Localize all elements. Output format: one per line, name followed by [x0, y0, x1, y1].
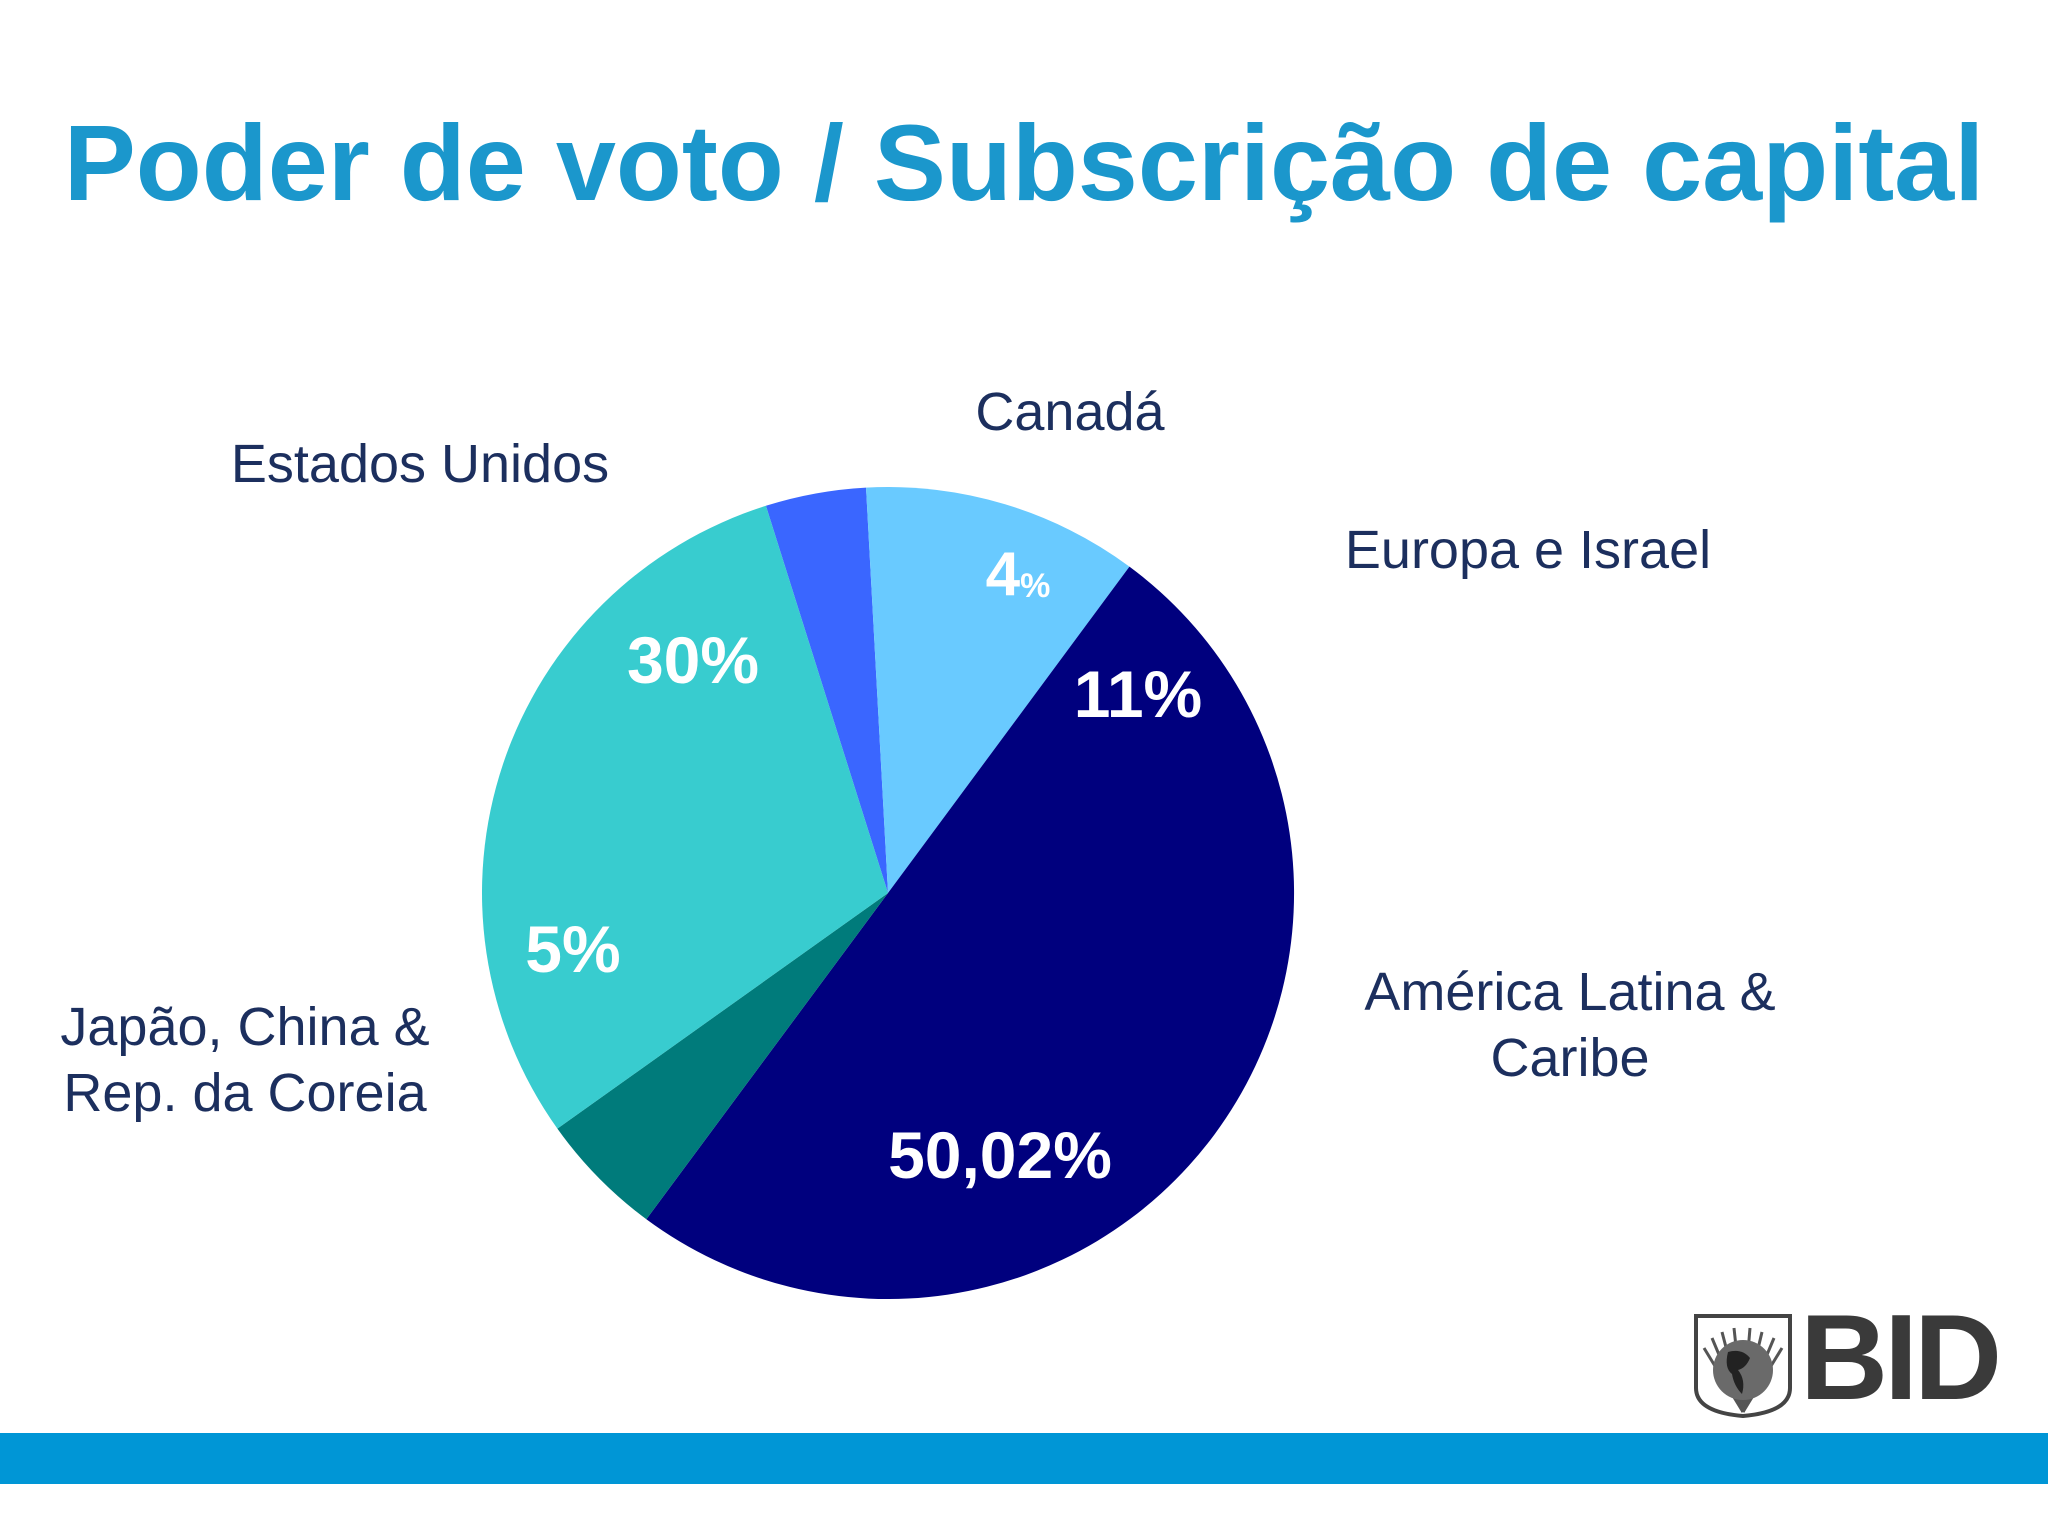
- value-label-estados-unidos: 30%: [627, 623, 759, 697]
- pie-slice-canada: [765, 487, 888, 893]
- value-label-japao-china-rep-da-coreia: 5%: [525, 912, 620, 986]
- value-label-america-latina-caribe: 50,02%: [888, 1118, 1112, 1192]
- value-label-canada: 4%: [986, 540, 1051, 609]
- pie-slice-europa-e-israel: [866, 487, 1130, 893]
- pie-slice-america-latina-caribe: [646, 566, 1295, 1300]
- category-label-japao-china-rep-da-coreia: Japão, China & Rep. da Coreia: [60, 997, 429, 1123]
- pie-slice-japao-china-rep-da-coreia: [557, 893, 888, 1220]
- bid-logo-text: BID: [1800, 1289, 2002, 1425]
- footer-bar: [0, 1433, 2048, 1484]
- pie-slice-estados-unidos: [482, 505, 888, 1129]
- category-label-america-latina-caribe: América Latina & Caribe: [1364, 962, 1775, 1088]
- page-title: Poder de voto / Subscrição de capital: [63, 102, 1985, 223]
- category-label-europa-e-israel: Europa e Israel: [1345, 520, 1711, 580]
- category-label-canada: Canadá: [975, 382, 1165, 442]
- bid-globe-logo-icon: [1694, 1314, 1792, 1418]
- value-label-europa-e-israel: 11%: [1074, 657, 1202, 731]
- category-label-estados-unidos: Estados Unidos: [231, 434, 609, 494]
